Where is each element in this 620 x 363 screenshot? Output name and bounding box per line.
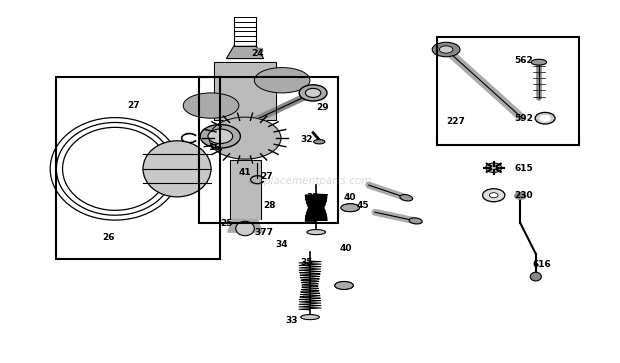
Ellipse shape [183, 93, 239, 118]
Ellipse shape [432, 42, 460, 57]
Ellipse shape [254, 68, 310, 93]
Ellipse shape [531, 59, 547, 65]
Polygon shape [229, 160, 260, 220]
Polygon shape [256, 48, 262, 50]
Text: 28: 28 [264, 200, 276, 209]
Ellipse shape [306, 88, 321, 97]
Text: 592: 592 [514, 114, 533, 123]
Text: 377: 377 [254, 228, 273, 237]
Text: 45: 45 [356, 200, 369, 209]
Circle shape [489, 193, 498, 198]
Polygon shape [214, 62, 276, 120]
Ellipse shape [530, 272, 541, 281]
Bar [198, 77, 338, 223]
Ellipse shape [299, 85, 327, 101]
Circle shape [515, 193, 526, 199]
Bar [437, 37, 579, 145]
Bar [56, 77, 220, 259]
Polygon shape [226, 46, 264, 58]
Text: 33: 33 [285, 316, 298, 325]
Text: 27: 27 [260, 172, 273, 180]
Circle shape [540, 115, 550, 121]
Text: 227: 227 [446, 117, 465, 126]
Text: 615: 615 [514, 164, 533, 174]
Ellipse shape [200, 125, 241, 148]
Polygon shape [228, 220, 262, 232]
Text: 41: 41 [239, 168, 251, 177]
Text: 35: 35 [307, 193, 319, 202]
Circle shape [209, 117, 281, 159]
Text: 40: 40 [340, 244, 352, 253]
Ellipse shape [301, 315, 319, 320]
Text: 230: 230 [514, 191, 533, 200]
Ellipse shape [409, 218, 422, 224]
Text: 34: 34 [276, 240, 288, 249]
Ellipse shape [307, 229, 326, 234]
Text: 29: 29 [316, 103, 329, 112]
Circle shape [535, 113, 555, 124]
Circle shape [482, 189, 505, 202]
Text: 616: 616 [533, 260, 551, 269]
Ellipse shape [208, 129, 232, 143]
Ellipse shape [400, 195, 413, 201]
Text: 32: 32 [301, 135, 313, 144]
Text: 25: 25 [220, 219, 232, 228]
Text: 26: 26 [103, 233, 115, 242]
Text: 35: 35 [301, 258, 313, 268]
Text: 24: 24 [251, 49, 264, 58]
Text: 40: 40 [344, 193, 356, 202]
Ellipse shape [143, 141, 211, 197]
Ellipse shape [341, 204, 360, 212]
Text: 562: 562 [514, 56, 533, 65]
Ellipse shape [440, 46, 453, 53]
Text: 27: 27 [127, 101, 140, 110]
Text: 16: 16 [208, 143, 220, 152]
Ellipse shape [314, 139, 325, 144]
Text: ereplacementparts.com: ereplacementparts.com [248, 176, 372, 187]
Circle shape [485, 163, 502, 172]
Ellipse shape [236, 221, 254, 236]
Ellipse shape [335, 281, 353, 289]
